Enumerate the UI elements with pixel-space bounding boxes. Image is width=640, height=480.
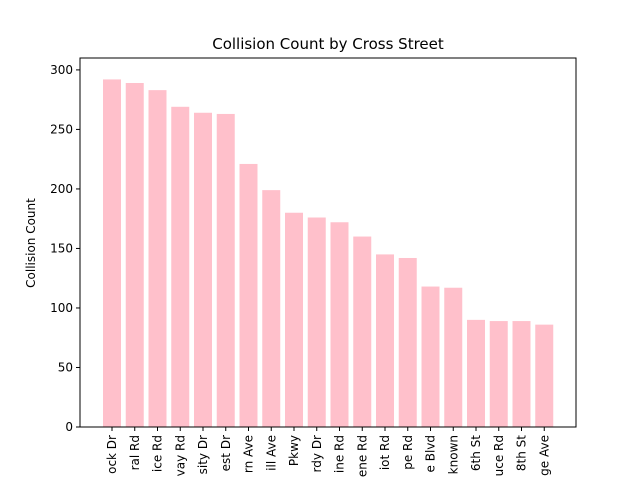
bar <box>421 286 440 427</box>
y-tick-label: 100 <box>50 301 73 315</box>
x-tick-label: iot Rd <box>378 435 392 470</box>
bar <box>103 79 121 427</box>
bar <box>467 319 485 427</box>
bar <box>239 163 258 427</box>
x-tick-label: 8th St <box>515 435 529 471</box>
bar <box>125 82 144 428</box>
x-tick-label: ice Rd <box>151 435 165 472</box>
chart-title: Collision Count by Cross Street <box>212 35 444 53</box>
x-tick-label: e Blvd <box>424 435 438 472</box>
x-tick-label: ine Rd <box>333 435 347 473</box>
bar <box>285 212 303 427</box>
x-tick-label: ral Rd <box>128 435 142 470</box>
bar <box>376 254 394 427</box>
y-tick-label: 0 <box>65 420 73 434</box>
x-tick-label: rn Ave <box>242 435 256 473</box>
bar <box>353 236 372 427</box>
x-tick-label: pe Rd <box>401 435 415 470</box>
x-tick-label: rdy Dr <box>310 435 324 472</box>
bar <box>512 321 531 427</box>
x-tick-label: Pkwy <box>287 435 301 466</box>
bar <box>216 113 235 427</box>
bar <box>171 106 190 427</box>
plot-area: 0 50 100 150 200 250 300 ock Dr ral Rd ice Rd vay … <box>50 63 554 477</box>
x-tick-label: uce Rd <box>492 435 506 476</box>
y-tick-label: 300 <box>50 63 73 77</box>
bar <box>535 324 554 427</box>
x-tick-label: ge Ave <box>537 435 551 476</box>
axes-frame <box>79 57 577 428</box>
y-tick-label: 150 <box>50 241 73 255</box>
bar <box>262 190 281 427</box>
x-tick-label: ene Rd <box>355 435 369 477</box>
bar <box>148 90 167 428</box>
y-tick-label: 250 <box>50 122 73 136</box>
bar <box>194 112 212 428</box>
y-tick-label: 200 <box>50 182 73 196</box>
bar <box>489 321 508 427</box>
x-tick-label: sity Dr <box>196 435 210 474</box>
x-tick-label: vay Rd <box>173 435 187 476</box>
x-tick-label: 6th St <box>469 435 483 471</box>
x-tick-label: est Dr <box>219 435 233 471</box>
y-tick-label: 50 <box>58 360 73 374</box>
y-axis-label: Collision Count <box>24 198 38 288</box>
bar <box>444 287 463 427</box>
bar <box>307 217 326 427</box>
bar <box>398 257 417 427</box>
bar <box>330 222 349 427</box>
x-tick-label: ock Dr <box>105 435 119 474</box>
x-tick-label: known <box>446 435 460 474</box>
x-tick-label: ill Ave <box>264 435 278 471</box>
